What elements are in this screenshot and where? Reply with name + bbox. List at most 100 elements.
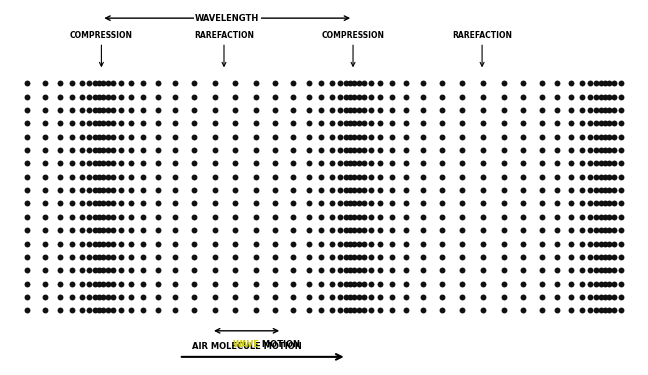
Point: [98, 134, 109, 140]
Point: [387, 187, 397, 193]
Point: [340, 280, 351, 286]
Point: [600, 308, 610, 314]
Point: [126, 294, 136, 300]
Point: [108, 147, 119, 153]
Point: [340, 160, 351, 166]
Point: [566, 227, 576, 233]
Point: [84, 280, 95, 286]
Point: [498, 187, 509, 193]
Point: [537, 187, 547, 193]
Point: [76, 267, 87, 273]
Point: [54, 160, 65, 166]
Point: [600, 107, 610, 113]
Point: [170, 294, 180, 300]
Point: [84, 147, 95, 153]
Point: [566, 174, 576, 180]
Point: [616, 214, 626, 220]
Point: [359, 94, 369, 100]
Point: [584, 201, 595, 207]
Point: [537, 308, 547, 314]
Point: [153, 214, 163, 220]
Point: [270, 294, 281, 300]
Point: [84, 94, 95, 100]
Point: [89, 174, 100, 180]
Point: [316, 294, 327, 300]
Point: [387, 147, 397, 153]
Point: [498, 80, 509, 86]
Point: [600, 147, 610, 153]
Point: [596, 174, 606, 180]
Point: [76, 240, 87, 246]
Point: [334, 94, 345, 100]
Point: [576, 201, 586, 207]
Point: [54, 107, 65, 113]
Point: [270, 227, 281, 233]
Point: [584, 94, 595, 100]
Point: [566, 134, 576, 140]
Point: [375, 160, 386, 166]
Point: [334, 214, 345, 220]
Point: [359, 267, 369, 273]
Point: [498, 294, 509, 300]
Point: [584, 134, 595, 140]
Point: [552, 134, 562, 140]
Point: [365, 107, 376, 113]
Point: [22, 107, 32, 113]
Point: [126, 174, 136, 180]
Point: [345, 280, 355, 286]
Point: [478, 308, 489, 314]
Point: [518, 267, 529, 273]
Point: [387, 94, 397, 100]
Point: [537, 160, 547, 166]
Text: COMPRESSION: COMPRESSION: [70, 32, 133, 40]
Point: [340, 174, 351, 180]
Point: [327, 267, 337, 273]
Point: [76, 120, 87, 126]
Point: [498, 120, 509, 126]
Point: [609, 174, 619, 180]
Point: [102, 280, 113, 286]
Point: [189, 267, 200, 273]
Point: [209, 107, 220, 113]
Point: [349, 160, 360, 166]
Point: [437, 147, 447, 153]
Point: [89, 120, 100, 126]
Point: [170, 187, 180, 193]
Point: [537, 120, 547, 126]
Point: [126, 107, 136, 113]
Point: [365, 174, 376, 180]
Point: [40, 280, 50, 286]
Point: [327, 254, 337, 260]
Point: [375, 187, 386, 193]
Point: [616, 201, 626, 207]
Point: [40, 214, 50, 220]
Point: [591, 294, 601, 300]
Point: [359, 240, 369, 246]
Point: [609, 214, 619, 220]
Point: [537, 147, 547, 153]
Point: [230, 187, 240, 193]
Point: [108, 94, 119, 100]
Point: [616, 120, 626, 126]
Point: [54, 174, 65, 180]
Point: [365, 214, 376, 220]
Point: [401, 160, 411, 166]
Point: [345, 120, 355, 126]
Point: [89, 227, 100, 233]
Point: [334, 160, 345, 166]
Point: [591, 280, 601, 286]
Point: [108, 214, 119, 220]
Point: [340, 147, 351, 153]
Point: [591, 80, 601, 86]
Point: [375, 240, 386, 246]
Point: [552, 80, 562, 86]
Point: [40, 254, 50, 260]
Point: [349, 240, 360, 246]
Point: [437, 187, 447, 193]
Point: [576, 254, 586, 260]
Point: [576, 294, 586, 300]
Point: [94, 308, 104, 314]
Point: [375, 280, 386, 286]
Point: [230, 94, 240, 100]
Point: [126, 267, 136, 273]
